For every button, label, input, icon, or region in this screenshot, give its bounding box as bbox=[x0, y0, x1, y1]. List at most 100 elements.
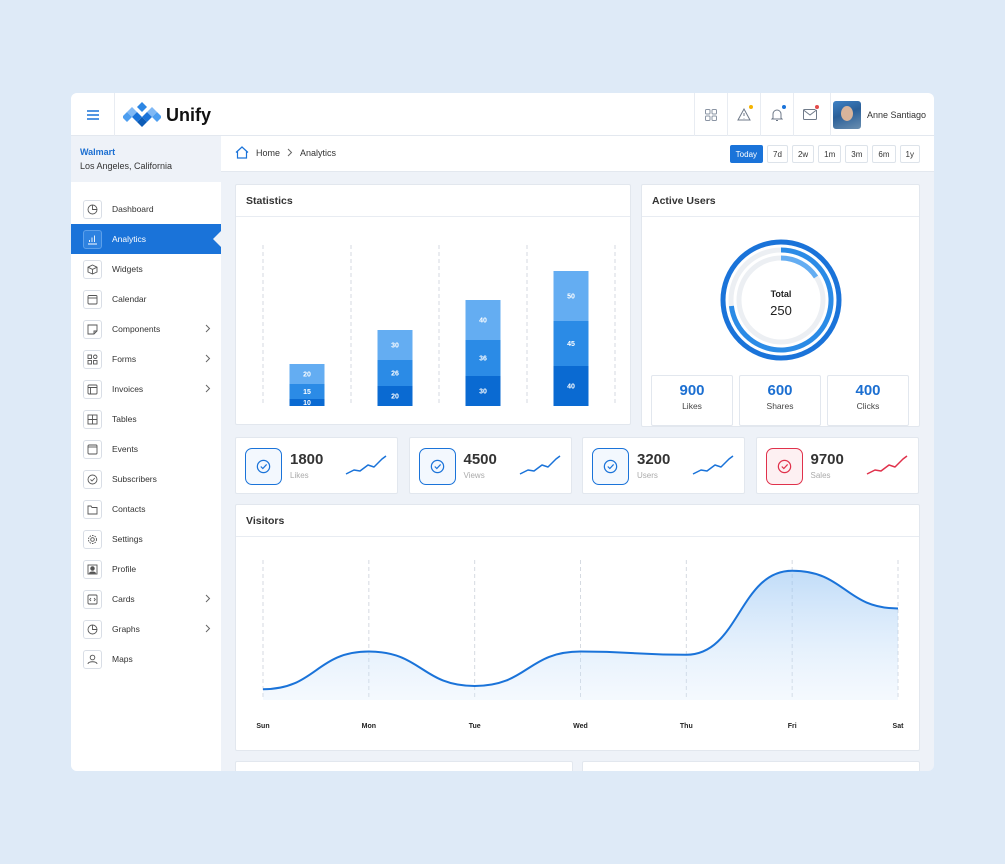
messages-button[interactable] bbox=[793, 93, 826, 136]
kpi-card-views[interactable]: 4500 Views bbox=[408, 437, 572, 494]
bar-segment[interactable] bbox=[465, 340, 501, 376]
gear-icon bbox=[83, 529, 102, 549]
total-label: Total bbox=[770, 289, 792, 299]
bar-segment[interactable] bbox=[553, 271, 589, 321]
stat-label: Clicks bbox=[856, 401, 880, 411]
user-icon bbox=[83, 649, 102, 669]
sidebar-item-cards[interactable]: Cards bbox=[71, 584, 221, 614]
bottom-card-right bbox=[582, 761, 920, 771]
sidebar-item-dashboard[interactable]: Dashboard bbox=[71, 194, 221, 224]
sidebar-item-invoices[interactable]: Invoices bbox=[71, 374, 221, 404]
sidebar-item-label: Subscribers bbox=[112, 474, 157, 484]
company-location: Los Angeles, California bbox=[80, 161, 173, 171]
bar-segment[interactable] bbox=[465, 300, 501, 340]
sidebar-item-components[interactable]: Components bbox=[71, 314, 221, 344]
sidebar-item-widgets[interactable]: Widgets bbox=[71, 254, 221, 284]
menu-toggle-button[interactable] bbox=[71, 93, 115, 136]
sidebar-item-contacts[interactable]: Contacts bbox=[71, 494, 221, 524]
sidebar-item-label: Widgets bbox=[112, 264, 143, 274]
app-logo[interactable]: Unify bbox=[123, 101, 211, 129]
bar-segment[interactable] bbox=[377, 386, 413, 406]
statistics-card: Statistics 10 15 20 20 26 30 30 36 40 40 45 50 bbox=[235, 184, 631, 425]
sidebar-item-calendar[interactable]: Calendar bbox=[71, 284, 221, 314]
bar-segment[interactable] bbox=[553, 321, 589, 366]
sidebar-item-label: Components bbox=[112, 324, 161, 334]
range-button-today[interactable]: Today bbox=[729, 145, 764, 163]
sidebar: Walmart Los Angeles, California Dashboar… bbox=[71, 136, 221, 771]
bar-segment[interactable] bbox=[289, 364, 325, 384]
range-button-7d[interactable]: 7d bbox=[767, 145, 788, 163]
range-button-6m[interactable]: 6m bbox=[872, 145, 896, 163]
stat-tile-clicks: 400 Clicks bbox=[827, 375, 909, 426]
bar-value-label: 20 bbox=[391, 394, 399, 401]
bar-segment[interactable] bbox=[289, 399, 325, 406]
statistics-title: Statistics bbox=[236, 185, 630, 217]
check-circle-icon bbox=[83, 469, 102, 489]
kpi-label: Likes bbox=[290, 471, 309, 480]
bar-value-label: 45 bbox=[567, 341, 575, 348]
kpi-card-sales[interactable]: 9700 Sales bbox=[755, 437, 919, 494]
sparkline bbox=[345, 455, 387, 475]
sidebar-item-tables[interactable]: Tables bbox=[71, 404, 221, 434]
x-tick-label: Fri bbox=[788, 723, 797, 730]
stat-tile-likes: 900 Likes bbox=[651, 375, 733, 426]
kpi-label: Views bbox=[463, 471, 485, 480]
active-users-title: Active Users bbox=[642, 185, 919, 217]
bar-segment[interactable] bbox=[465, 376, 501, 406]
sidebar-item-graphs[interactable]: Graphs bbox=[71, 614, 221, 644]
sidebar-item-forms[interactable]: Forms bbox=[71, 344, 221, 374]
user-menu[interactable]: Anne Santiago bbox=[830, 93, 926, 136]
notifications-button[interactable] bbox=[760, 93, 793, 136]
sticky-note-icon bbox=[83, 319, 102, 339]
bar-segment[interactable] bbox=[377, 330, 413, 360]
kpi-label: Sales bbox=[810, 471, 831, 480]
bar-value-label: 50 bbox=[567, 294, 575, 301]
sidebar-nav: Dashboard Analytics Widgets Calendar Compone… bbox=[71, 194, 221, 674]
folder-icon bbox=[83, 499, 102, 519]
sidebar-item-label: Calendar bbox=[112, 294, 147, 304]
alerts-button[interactable] bbox=[727, 93, 760, 136]
sidebar-item-profile[interactable]: Profile bbox=[71, 554, 221, 584]
sidebar-item-settings[interactable]: Settings bbox=[71, 524, 221, 554]
layout-icon bbox=[83, 379, 102, 399]
bar-value-label: 30 bbox=[391, 343, 399, 350]
visitors-card: Visitors Sun Mon Tue Wed Thu Fri Sat bbox=[235, 504, 920, 751]
breadcrumb-home[interactable]: Home bbox=[256, 147, 281, 158]
stat-label: Likes bbox=[682, 401, 702, 411]
pie-chart-icon bbox=[83, 199, 102, 219]
kpi-icon-box bbox=[765, 448, 803, 485]
cube-icon bbox=[83, 259, 102, 279]
chevron-right-icon bbox=[205, 324, 211, 333]
bar-value-label: 36 bbox=[479, 356, 487, 363]
kpi-icon-box bbox=[592, 448, 629, 485]
sidebar-item-analytics[interactable]: Analytics bbox=[71, 224, 221, 254]
kpi-label: Users bbox=[637, 471, 658, 480]
kpi-value: 4500 bbox=[463, 451, 497, 468]
kpi-icon-box bbox=[245, 448, 282, 485]
window-icon bbox=[83, 439, 102, 459]
sidebar-item-events[interactable]: Events bbox=[71, 434, 221, 464]
home-icon[interactable] bbox=[235, 146, 249, 159]
bar-segment[interactable] bbox=[377, 360, 413, 386]
bar-value-label: 26 bbox=[391, 371, 399, 378]
range-button-1y[interactable]: 1y bbox=[899, 145, 920, 163]
sidebar-item-label: Invoices bbox=[112, 384, 144, 394]
statistics-chart: 10 15 20 20 26 30 30 36 40 40 45 50 bbox=[262, 245, 616, 407]
chevron-right-icon bbox=[205, 624, 211, 633]
kpi-card-users[interactable]: 3200 Users bbox=[582, 437, 745, 494]
range-button-2w[interactable]: 2w bbox=[791, 145, 815, 163]
kpi-card-likes[interactable]: 1800 Likes bbox=[235, 437, 398, 494]
bar-chart-icon bbox=[83, 229, 102, 249]
apps-grid-button[interactable] bbox=[694, 93, 727, 136]
x-tick-label: Sat bbox=[893, 723, 905, 730]
kpi-value: 9700 bbox=[810, 451, 844, 468]
range-button-1m[interactable]: 1m bbox=[818, 145, 842, 163]
sidebar-item-subscribers[interactable]: Subscribers bbox=[71, 464, 221, 494]
bar-segment[interactable] bbox=[553, 366, 589, 406]
grid-icon bbox=[83, 349, 102, 369]
sidebar-item-maps[interactable]: Maps bbox=[71, 644, 221, 674]
user-square-icon bbox=[83, 559, 102, 579]
alert-badge bbox=[748, 104, 754, 110]
range-button-3m[interactable]: 3m bbox=[845, 145, 869, 163]
bar-segment[interactable] bbox=[289, 384, 325, 399]
